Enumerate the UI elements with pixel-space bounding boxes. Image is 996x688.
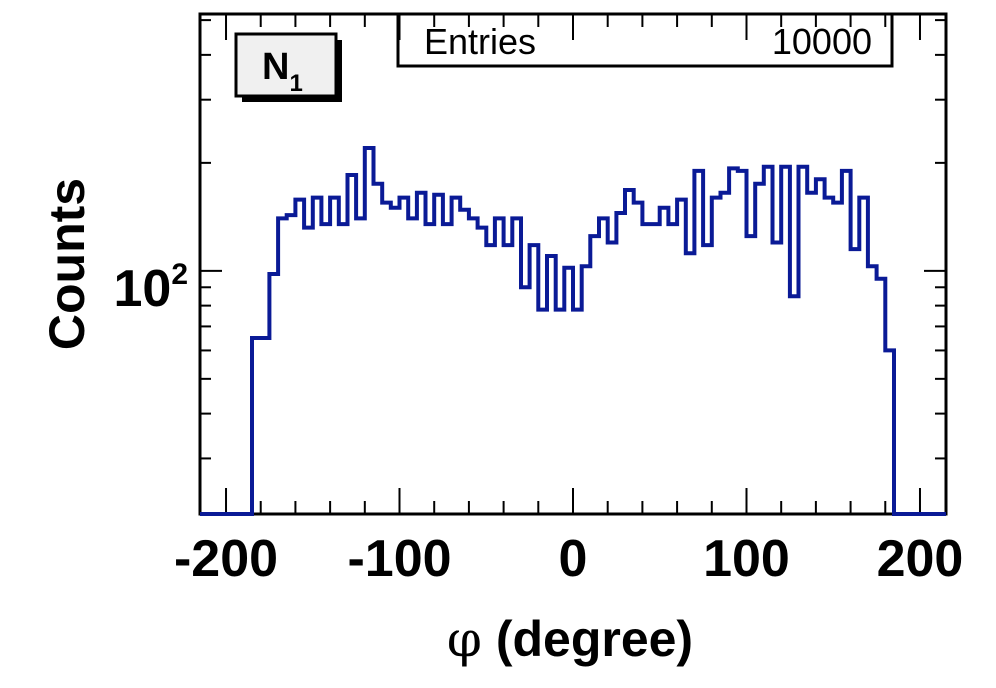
x-tick-label: -200 — [174, 530, 278, 588]
x-axis-title: φ (degree) — [447, 610, 693, 668]
label-box-text: N1 — [262, 46, 303, 97]
stats-entries-label: Entries — [424, 21, 536, 62]
stats-box — [396, 12, 894, 68]
axis-ticks — [200, 14, 946, 514]
x-tick-labels: -200 -100 0 100 200 — [174, 530, 963, 588]
label-box — [234, 32, 338, 98]
x-tick-label: -100 — [347, 530, 451, 588]
y-axis-title: Counts — [39, 178, 95, 350]
stats-entries-value: 10000 — [772, 21, 872, 62]
x-tick-label: 100 — [703, 530, 790, 588]
x-tick-label: 200 — [877, 530, 964, 588]
y-tick-label-100: 102 — [113, 258, 188, 318]
histogram-series-line — [200, 146, 946, 516]
x-tick-label: 0 — [559, 530, 588, 588]
